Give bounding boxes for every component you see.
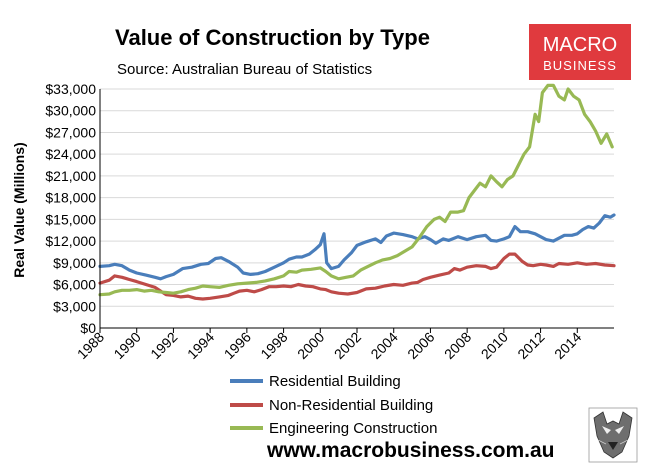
series-line-residential-building <box>98 213 616 281</box>
x-tick-label: 1990 <box>110 329 143 362</box>
legend: Residential Building Non-Residential Buil… <box>230 373 437 437</box>
x-tick-label: 2004 <box>367 329 400 362</box>
x-tick-label: 2010 <box>478 329 511 362</box>
y-tick-label: $3,000 <box>53 298 96 314</box>
x-tick-label: 1994 <box>184 329 217 362</box>
gridlines <box>100 88 614 307</box>
y-tick-label: $15,000 <box>45 211 96 227</box>
macrobusiness-logo: MACRO BUSINESS <box>529 24 631 80</box>
y-tick-label: $21,000 <box>45 168 96 184</box>
wolf-logo-icon <box>588 407 638 463</box>
x-tick-label: 2002 <box>331 329 364 362</box>
y-tick-label: $0 <box>80 320 96 336</box>
x-axis-ticks: 1988 1990 1992 1994 1996 1998 2000 2002 2004 2006… <box>74 328 585 362</box>
x-tick-label: 2000 <box>294 329 327 362</box>
y-tick-label: $30,000 <box>45 103 96 119</box>
legend-label-residential-building: Residential Building <box>269 373 401 390</box>
logo-line-1: MACRO <box>543 34 617 56</box>
y-axis-ticks: $0 $3,000 $6,000 $9,000 $12,000 $15,000 $18,00… <box>45 81 96 336</box>
series-line-engineering-construction <box>98 83 614 297</box>
y-tick-label: $24,000 <box>45 146 96 162</box>
series-line-non-residential-building <box>98 252 616 301</box>
chart-title: Value of Construction by Type <box>115 25 430 50</box>
chart-subtitle: Source: Australian Bureau of Statistics <box>117 61 372 78</box>
x-tick-label: 2008 <box>441 329 474 362</box>
x-tick-label: 1992 <box>147 329 180 362</box>
x-tick-label: 1988 <box>74 329 107 362</box>
legend-label-engineering-construction: Engineering Construction <box>269 420 437 437</box>
series-lines <box>98 83 616 301</box>
axes <box>99 89 614 329</box>
x-tick-label: 1996 <box>221 329 254 362</box>
y-tick-label: $9,000 <box>53 255 96 271</box>
x-tick-label: 2014 <box>551 329 584 362</box>
y-tick-label: $27,000 <box>45 124 96 140</box>
y-axis-label: Real Value (Millions) <box>11 142 27 277</box>
logo-line-2: BUSINESS <box>543 58 617 73</box>
legend-label-non-residential-building: Non-Residential Building <box>269 397 433 414</box>
logo-background <box>529 24 631 80</box>
y-tick-label: $12,000 <box>45 233 96 249</box>
x-tick-label: 1998 <box>257 329 290 362</box>
x-tick-label: 2012 <box>514 329 547 362</box>
y-tick-label: $18,000 <box>45 190 96 206</box>
x-tick-label: 2006 <box>404 329 437 362</box>
website-url: www.macrobusiness.com.au <box>266 439 554 462</box>
y-tick-label: $6,000 <box>53 277 96 293</box>
y-tick-label: $33,000 <box>45 81 96 97</box>
